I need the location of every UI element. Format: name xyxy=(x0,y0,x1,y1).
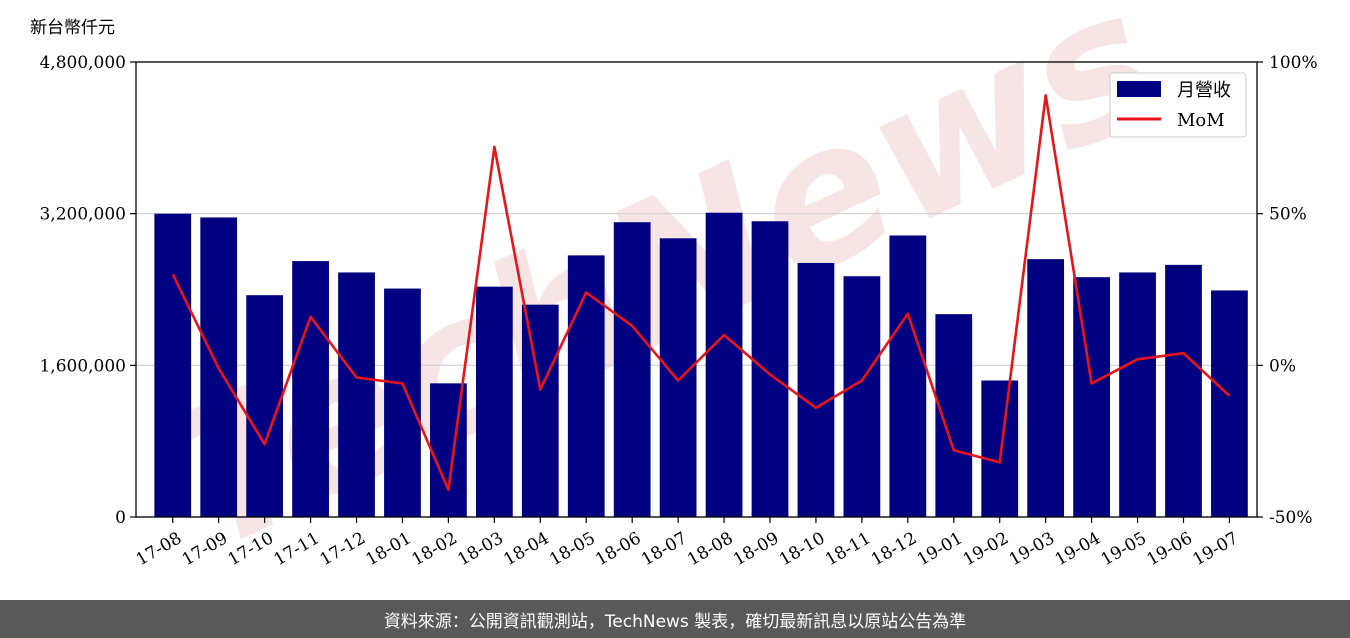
plot-frame xyxy=(135,61,1258,518)
x-tick-label: 18-12 xyxy=(868,528,920,570)
y-left-tick-label: 1,600,000 xyxy=(39,356,126,376)
y-right-tick-label: 100% xyxy=(1269,53,1318,73)
bar xyxy=(1073,277,1110,517)
bar xyxy=(292,261,329,517)
bar xyxy=(843,276,881,517)
bar xyxy=(567,255,605,517)
bar xyxy=(659,238,697,517)
bar xyxy=(475,286,513,517)
chart: TechNews 新台幣仟元 01,600,0003,200,0004,800,… xyxy=(30,0,1318,594)
x-tick-label: 18-05 xyxy=(546,528,598,570)
bar xyxy=(613,222,651,517)
legend-swatch-revenue xyxy=(1117,81,1161,97)
x-tick-label: 18-02 xyxy=(408,528,460,570)
source-footer: 資料來源：公開資訊觀測站，TechNews 製表，確切最新訊息以原站公告為準 xyxy=(0,600,1350,638)
bar xyxy=(751,221,789,517)
x-tick-label: 19-02 xyxy=(960,528,1012,570)
x-tick-label: 18-04 xyxy=(500,528,552,570)
bar-series xyxy=(154,212,1248,518)
bar xyxy=(797,262,835,517)
y-axis-unit-label: 新台幣仟元 xyxy=(30,18,115,38)
x-tick-label: 18-06 xyxy=(592,528,644,570)
legend-label-revenue: 月營收 xyxy=(1177,80,1231,101)
x-tick-label: 18-09 xyxy=(730,528,782,570)
y-left-tick-label: 0 xyxy=(115,508,126,528)
bar xyxy=(521,304,559,517)
x-tick-label: 17-08 xyxy=(133,528,185,570)
x-tick-label: 19-03 xyxy=(1006,528,1058,570)
x-tick-label: 18-10 xyxy=(776,528,828,570)
line-series xyxy=(171,94,1231,492)
bar xyxy=(246,295,284,517)
x-tick-label: 18-08 xyxy=(684,528,736,570)
y-right-tick-label: 50% xyxy=(1269,205,1307,225)
mom-line xyxy=(171,94,1231,492)
x-tick-label: 19-01 xyxy=(914,528,966,570)
footer-text: 資料來源：公開資訊觀測站，TechNews 製表，確切最新訊息以原站公告為準 xyxy=(383,611,967,632)
bar xyxy=(705,212,743,517)
bar xyxy=(981,380,1019,517)
y-right-tick-label: 0% xyxy=(1269,356,1296,376)
bar xyxy=(1165,264,1202,517)
x-tick-label: 19-05 xyxy=(1098,528,1150,570)
bar xyxy=(384,288,421,517)
x-tick-label: 19-06 xyxy=(1144,528,1196,570)
y-right-tick-label: -50% xyxy=(1269,508,1313,528)
x-tick-label: 18-01 xyxy=(363,528,415,570)
legend-label-mom: MoM xyxy=(1177,110,1225,131)
axes xyxy=(130,61,1263,523)
legend: 月營收 MoM xyxy=(1109,72,1247,138)
bar xyxy=(154,213,192,517)
bar xyxy=(1027,259,1065,517)
y-left-tick-label: 3,200,000 xyxy=(39,205,126,225)
x-tick-label: 19-07 xyxy=(1189,528,1241,570)
bar xyxy=(1211,290,1248,517)
bar xyxy=(889,235,927,517)
x-tick-label: 18-07 xyxy=(638,528,690,570)
y-left-tick-label: 4,800,000 xyxy=(39,53,126,73)
bar xyxy=(1119,272,1156,517)
x-tick-label: 18-11 xyxy=(822,528,874,570)
x-tick-label: 18-03 xyxy=(454,528,506,570)
bar xyxy=(338,272,375,517)
x-tick-label: 19-04 xyxy=(1052,528,1104,570)
